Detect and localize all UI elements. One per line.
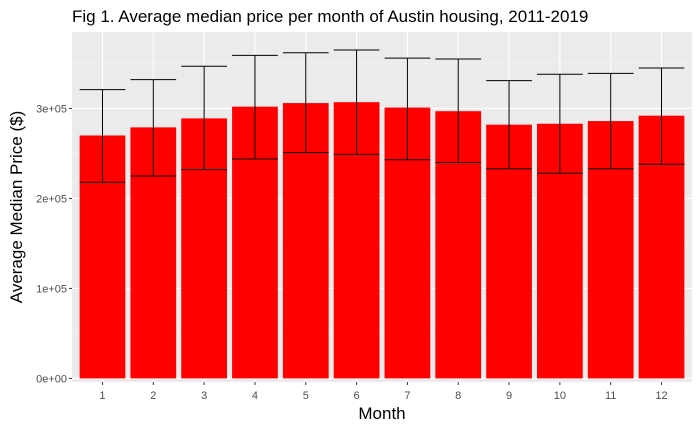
error-bar-month-8 <box>435 58 482 163</box>
error-bar-month-2 <box>130 79 177 177</box>
bars <box>79 102 685 379</box>
error-bar-month-4 <box>232 54 278 160</box>
x-tick-label: 7 <box>404 390 410 402</box>
x-tick-label: 9 <box>506 390 512 402</box>
y-tick-label: 2e+05 <box>36 193 67 205</box>
y-tick-label: 3e+05 <box>36 103 67 115</box>
x-tick-label: 2 <box>150 390 156 402</box>
x-tick-label: 10 <box>554 390 566 402</box>
x-tick-label: 12 <box>655 390 667 402</box>
x-axis-title: Month <box>358 404 405 423</box>
x-tick-label: 11 <box>605 390 616 402</box>
error-bar-month-9 <box>486 80 532 170</box>
x-tick-label: 8 <box>455 390 461 402</box>
error-bar-month-6 <box>333 49 380 155</box>
error-bar-month-3 <box>181 65 227 171</box>
x-tick-label: 1 <box>99 390 105 402</box>
x-tick-label: 5 <box>303 390 309 402</box>
x-tick-label: 6 <box>354 390 360 402</box>
error-bars <box>79 49 685 183</box>
y-axis-title: Average Median Price ($) <box>7 111 26 303</box>
error-bar-month-11 <box>587 72 634 170</box>
y-tick-label: 1e+05 <box>36 283 67 295</box>
x-tick-label: 4 <box>252 390 258 402</box>
chart-title: Fig 1. Average median price per month of… <box>72 7 588 26</box>
error-bar-month-5 <box>282 52 329 154</box>
error-bar-month-10 <box>537 73 583 174</box>
error-bar-month-12 <box>638 67 685 165</box>
x-tick-label: 3 <box>201 390 207 402</box>
error-bar-month-1 <box>79 89 126 183</box>
error-bar-month-7 <box>384 57 431 161</box>
y-tick-label: 0e+00 <box>36 373 67 385</box>
